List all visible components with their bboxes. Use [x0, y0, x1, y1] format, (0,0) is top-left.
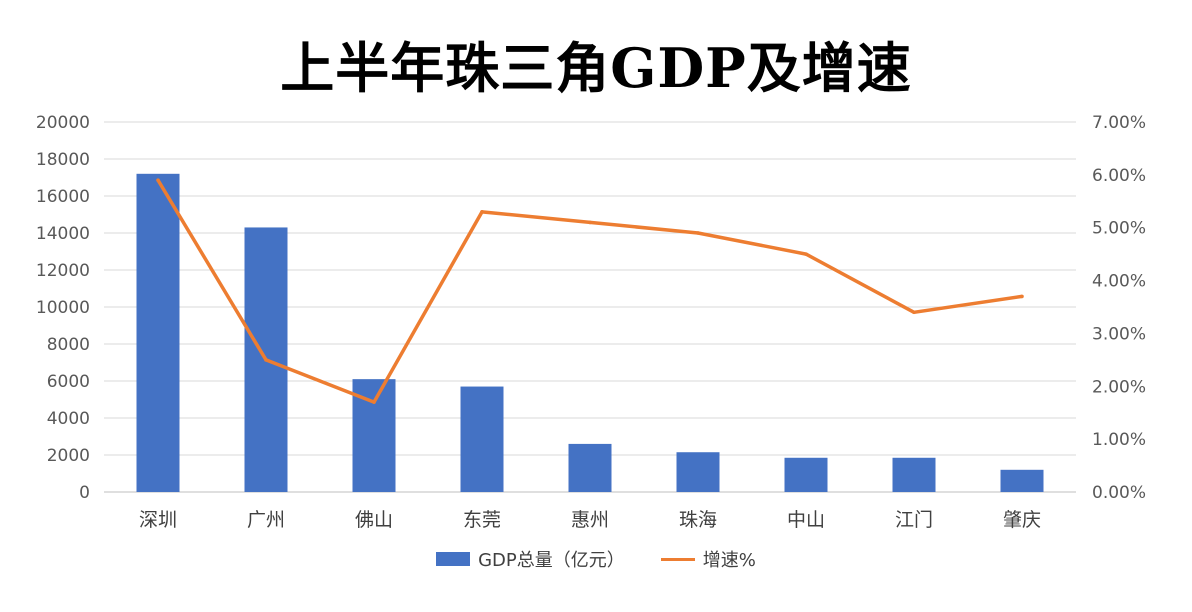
right-axis-tick-label: 1.00%	[1092, 430, 1146, 450]
bar-series	[136, 173, 1044, 493]
left-axis-tick-label: 20000	[36, 113, 90, 133]
legend-swatch-bar	[436, 552, 471, 566]
growth-point	[804, 252, 808, 256]
bar	[676, 452, 720, 492]
left-axis-ticks: 0 2000 4000 6000 8000 10000 12000 14000 16000 180…	[36, 113, 90, 503]
bar	[784, 457, 828, 492]
legend: GDP总量（亿元） 增速%	[0, 546, 1192, 572]
left-axis-tick-label: 10000	[36, 298, 90, 318]
category-label: 深圳	[139, 509, 177, 531]
growth-point	[696, 231, 700, 235]
left-axis-tick-label: 0	[79, 483, 90, 503]
legend-item-growth: 增速%	[660, 546, 756, 572]
left-axis-tick-label: 8000	[47, 335, 90, 355]
category-label: 广州	[247, 509, 285, 531]
left-axis-tick-label: 4000	[47, 409, 90, 429]
growth-point	[264, 358, 268, 362]
right-axis-tick-label: 4.00%	[1092, 272, 1146, 292]
legend-item-gdp: GDP总量（亿元）	[436, 546, 625, 572]
right-axis-tick-label: 7.00%	[1092, 113, 1146, 133]
left-axis-tick-label: 6000	[47, 372, 90, 392]
bar	[460, 386, 504, 492]
line-series	[156, 178, 1024, 404]
left-axis-tick-label: 2000	[47, 446, 90, 466]
legend-label-gdp: GDP总量（亿元）	[478, 550, 625, 571]
right-axis-ticks: 0.00% 1.00% 2.00% 3.00% 4.00% 5.00% 6.00% 7.00%	[1092, 113, 1146, 503]
category-label: 肇庆	[1003, 509, 1041, 531]
category-label: 江门	[895, 509, 933, 531]
category-label: 佛山	[355, 509, 393, 531]
right-axis-tick-label: 6.00%	[1092, 166, 1146, 186]
growth-line	[156, 179, 1023, 404]
bar	[568, 443, 612, 492]
category-label: 惠州	[571, 509, 609, 531]
right-axis-tick-label: 5.00%	[1092, 219, 1146, 239]
left-axis-tick-label: 16000	[36, 187, 90, 207]
growth-point	[372, 400, 376, 404]
category-labels: 深圳 广州 佛山 东莞 惠州 珠海 中山 江门 肇庆	[139, 509, 1041, 531]
growth-point	[480, 210, 484, 214]
legend-label-growth: 增速%	[702, 550, 756, 571]
growth-point	[912, 310, 916, 315]
right-axis-tick-label: 2.00%	[1092, 377, 1146, 397]
right-axis-tick-label: 3.00%	[1092, 324, 1146, 344]
bar	[136, 173, 180, 493]
legend-swatch-line	[660, 557, 695, 561]
growth-point	[156, 178, 160, 182]
bar	[1000, 469, 1044, 492]
category-label: 中山	[787, 509, 825, 531]
left-axis-tick-label: 12000	[36, 261, 90, 281]
bar	[892, 457, 936, 492]
left-axis-tick-label: 18000	[36, 150, 90, 170]
chart-title: 上半年珠三角GDP及增速	[280, 36, 912, 100]
growth-point	[1020, 294, 1024, 299]
category-label: 珠海	[679, 509, 717, 531]
growth-point	[588, 220, 592, 225]
right-axis-tick-label: 0.00%	[1092, 483, 1146, 503]
category-label: 东莞	[463, 509, 501, 531]
left-axis-tick-label: 14000	[36, 224, 90, 244]
